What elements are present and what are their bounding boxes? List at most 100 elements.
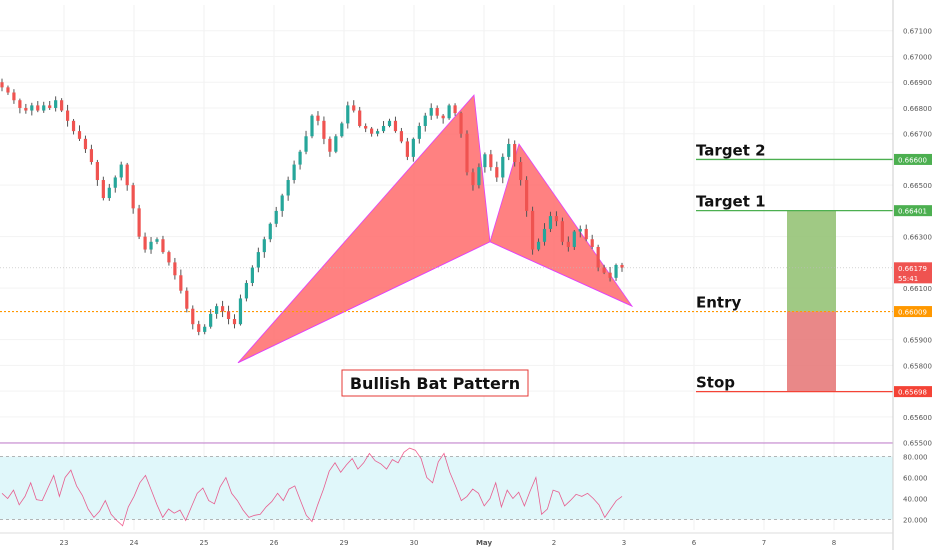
candle-body	[596, 246, 600, 268]
rsi-line	[1, 447, 623, 527]
candle-body	[310, 115, 314, 137]
pattern-bd-line	[489, 241, 633, 307]
candle-body	[447, 105, 451, 119]
candle	[24, 103, 28, 114]
candle-body	[417, 125, 421, 139]
candle	[292, 160, 296, 184]
pattern-xb-line	[237, 241, 491, 364]
candle-body	[381, 125, 386, 132]
candle	[89, 144, 94, 165]
candle	[286, 176, 290, 201]
candle-body	[209, 313, 213, 327]
candle	[83, 135, 88, 153]
price-tag-text-entry: 0.66009	[898, 309, 927, 317]
candle	[310, 114, 314, 139]
candle	[71, 118, 76, 135]
candle	[435, 105, 439, 119]
candle	[596, 244, 600, 272]
candle-body	[77, 131, 82, 139]
candle-body	[530, 210, 535, 250]
pattern-title: Bullish Bat Pattern	[350, 374, 520, 393]
candle-body	[405, 141, 409, 157]
candle	[0, 78, 4, 92]
candle	[125, 162, 129, 191]
candle-body	[238, 298, 243, 325]
candle	[340, 121, 344, 138]
level-labels: Target 2 Target 1 Entry Stop	[696, 141, 766, 391]
candle-body	[131, 185, 135, 209]
price-tag-countdown	[894, 272, 932, 284]
candle-body	[507, 143, 511, 157]
candle-body	[191, 308, 195, 325]
candle	[459, 111, 463, 138]
candle	[274, 206, 278, 228]
candle-body	[256, 252, 260, 268]
price-tick-label: 0.66300	[903, 234, 932, 242]
candle	[131, 182, 135, 214]
time-tick-label: 7	[762, 539, 766, 547]
candle	[238, 294, 243, 326]
candle-body	[83, 138, 88, 150]
candle	[77, 125, 82, 142]
time-tick-label: 6	[692, 539, 697, 547]
price-tag-target1	[894, 205, 932, 217]
price-tick-label: 0.65800	[903, 362, 932, 370]
candle	[54, 96, 58, 112]
candle-body	[423, 115, 427, 126]
candle-body	[322, 120, 326, 139]
candle-body	[465, 133, 469, 173]
candle-body	[203, 326, 207, 332]
candle	[602, 264, 606, 275]
pattern-xab-triangle	[237, 94, 491, 364]
price-tag-text-target1: 0.66401	[898, 208, 927, 216]
rsi-tick-label: 60.000	[903, 475, 928, 483]
candle	[95, 159, 99, 186]
candle-body	[566, 241, 570, 247]
time-tick-label: 23	[60, 539, 69, 547]
gridlines	[0, 5, 893, 530]
candle	[322, 116, 326, 145]
price-tag-text-current: 0.66179	[898, 265, 927, 273]
candle-body	[352, 105, 356, 111]
candle-body	[548, 216, 553, 229]
risk-reward-zones	[787, 210, 836, 392]
candle-body	[501, 156, 505, 178]
candle-body	[220, 306, 225, 312]
candle	[316, 111, 320, 126]
candle-body	[608, 272, 612, 278]
candle-body	[197, 324, 201, 332]
candle-body	[125, 164, 129, 186]
candle-body	[370, 128, 374, 134]
candle-body	[435, 107, 439, 116]
candle	[203, 324, 207, 335]
candle-body	[101, 180, 105, 199]
pattern-title-box: Bullish Bat Pattern	[341, 369, 529, 397]
rsi-pane: 80.000 60.000 40.000 20.000	[0, 442, 928, 527]
candle	[417, 122, 421, 144]
stop-label: Stop	[696, 374, 735, 392]
candle	[185, 287, 189, 313]
candle	[167, 250, 171, 266]
candle	[614, 263, 618, 281]
candle-body	[232, 319, 237, 325]
candle	[572, 229, 576, 250]
price-tag-text-target2: 0.66600	[898, 156, 927, 164]
candle	[447, 103, 451, 120]
candle-body	[387, 120, 392, 126]
candle-body	[24, 107, 28, 111]
candle-body	[584, 228, 588, 240]
bat-pattern	[237, 94, 634, 364]
price-tag-target2	[894, 153, 932, 165]
candle-body	[304, 136, 308, 152]
target-1-label: Target 1	[696, 193, 766, 211]
candle	[381, 121, 386, 134]
pattern-title-frame	[341, 369, 529, 397]
candle	[101, 176, 105, 201]
candle	[197, 320, 201, 336]
candle	[6, 85, 10, 95]
candle-body	[161, 239, 165, 253]
candle-body	[614, 264, 618, 278]
candle	[423, 112, 427, 132]
candle	[489, 149, 493, 171]
candle	[334, 134, 338, 154]
